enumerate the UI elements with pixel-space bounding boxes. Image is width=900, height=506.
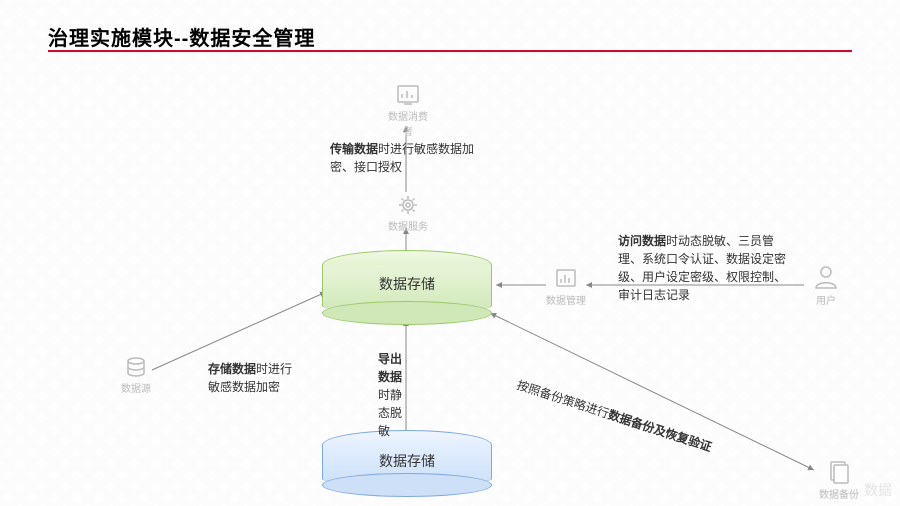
service-label: 数据服务: [388, 222, 428, 233]
store-annotation: 存储数据时进行敏感数据加密: [208, 360, 298, 396]
storage-top-cylinder: 数据存储: [322, 265, 492, 313]
user-node: 用户: [806, 264, 846, 307]
db-icon: [125, 356, 147, 378]
diagram-canvas: 数据消费者 数据服务 数据存储 数据存储 数据管理 用: [0, 60, 900, 506]
transfer-annotation: 传输数据时进行敏感数据加密、接口授权: [330, 140, 480, 176]
user-label: 用户: [816, 296, 836, 307]
page-title: 治理实施模块--数据安全管理: [48, 22, 315, 51]
backup-label: 数据备份: [819, 490, 859, 501]
bars-icon: [555, 268, 577, 290]
service-node: 数据服务: [388, 194, 428, 233]
storage-bottom-cylinder: 数据存储: [322, 445, 492, 485]
backup-annotation: 按照备份策略进行数据备份及恢复验证: [514, 376, 767, 473]
source-label: 数据源: [121, 384, 151, 395]
mgmt-label: 数据管理: [546, 296, 586, 307]
access-annotation: 访问数据时动态脱敏、三员管理、系统口令认证、数据设定密级、用户设定密级、权限控制…: [618, 232, 794, 304]
doc-icon: [828, 460, 850, 484]
backup-node: 数据备份: [816, 460, 862, 501]
user-icon: [813, 264, 839, 290]
storage-bottom-label: 数据存储: [379, 451, 435, 471]
source-node: 数据源: [116, 356, 156, 395]
export-annotation: 导出数据时静态脱敏: [378, 350, 412, 440]
title-underline: [48, 50, 852, 52]
mgmt-node: 数据管理: [546, 268, 586, 307]
consumer-label: 数据消费者: [388, 112, 428, 138]
consumer-node: 数据消费者: [388, 84, 428, 138]
storage-top-label: 数据存储: [379, 274, 435, 294]
gear-icon: [397, 194, 419, 216]
chart-icon: [396, 84, 420, 106]
